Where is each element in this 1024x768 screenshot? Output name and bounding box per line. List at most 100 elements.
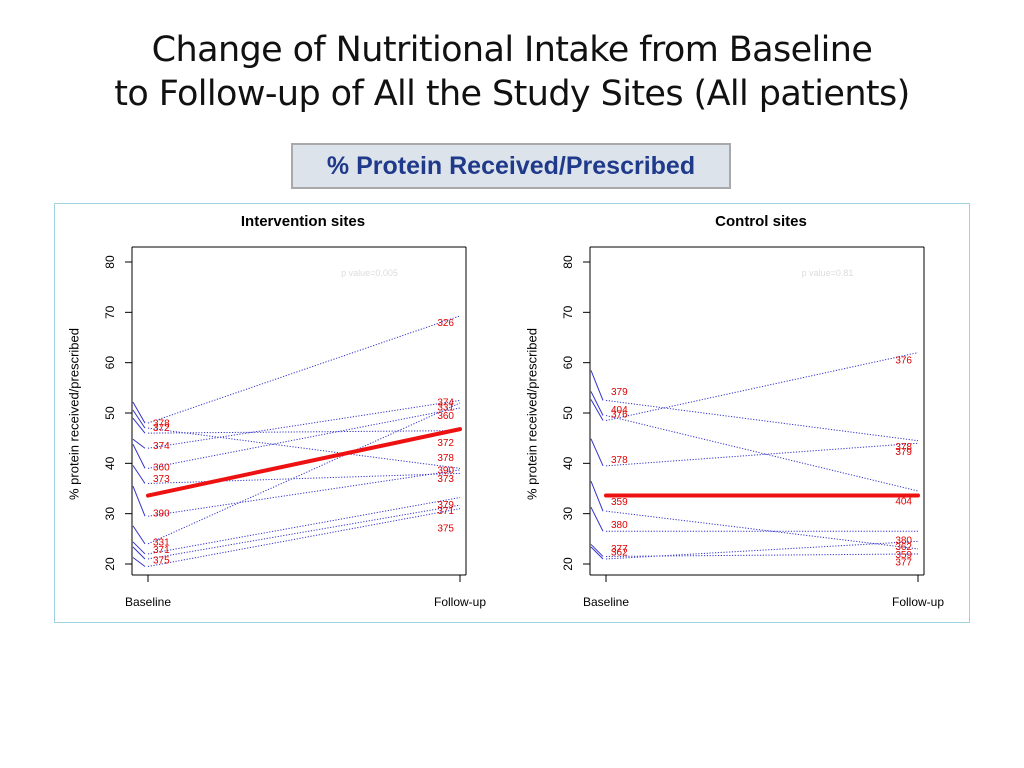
baseline-whisker bbox=[132, 409, 146, 429]
y-tick-label: 30 bbox=[561, 507, 575, 521]
y-tick-label: 80 bbox=[103, 255, 117, 269]
baseline-whisker bbox=[132, 485, 146, 517]
followup-patient-label: 377 bbox=[895, 558, 912, 569]
baseline-whisker bbox=[590, 544, 604, 557]
baseline-whisker bbox=[590, 399, 604, 421]
followup-patient-label: 372 bbox=[437, 438, 454, 449]
patient-line bbox=[147, 472, 461, 484]
followup-patient-label: 374 bbox=[437, 398, 454, 409]
followup-patient-label: 390 bbox=[437, 466, 454, 477]
figure-frame: Intervention sites 20 30 40 50 60 70 80 Baseline… bbox=[54, 203, 970, 623]
baseline-patient-label: 376 bbox=[611, 410, 628, 421]
slide-title-line-1: Change of Nutritional Intake from Baseli… bbox=[151, 30, 873, 70]
patient-line bbox=[147, 469, 461, 517]
patient-line bbox=[147, 430, 461, 434]
baseline-patient-label: 373 bbox=[153, 474, 170, 485]
baseline-patient-label: 378 bbox=[153, 419, 170, 430]
followup-patient-label: 362 bbox=[895, 542, 912, 553]
baseline-patient-label: 375 bbox=[153, 556, 170, 567]
baseline-patient-label: 371 bbox=[153, 545, 170, 556]
followup-patient-label: 379 bbox=[437, 500, 454, 511]
patient-line bbox=[605, 510, 919, 550]
baseline-patient-label: 404 bbox=[611, 405, 628, 416]
followup-patient-label: 326 bbox=[437, 318, 454, 329]
baseline-whisker bbox=[132, 417, 146, 434]
baseline-whisker bbox=[132, 541, 146, 555]
baseline-patient-label: 390 bbox=[153, 508, 170, 519]
baseline-whisker bbox=[590, 438, 604, 467]
patient-line bbox=[147, 402, 461, 545]
subtitle-box: % Protein Received/Prescribed bbox=[291, 143, 731, 189]
baseline-patient-label: 374 bbox=[153, 441, 170, 452]
y-tick-label: 80 bbox=[561, 255, 575, 269]
patient-line bbox=[605, 553, 919, 557]
baseline-patient-label: 359 bbox=[611, 497, 628, 508]
y-axis-title: % protein received/prescribed bbox=[524, 328, 539, 500]
chart-figure: Intervention sites 20 30 40 50 60 70 80 Baseline… bbox=[66, 213, 944, 609]
y-tick-label: 40 bbox=[103, 456, 117, 470]
baseline-whisker bbox=[590, 507, 604, 532]
baseline-whisker bbox=[132, 401, 146, 424]
y-tick-label: 60 bbox=[103, 356, 117, 370]
x-tick-label: Baseline bbox=[583, 595, 629, 609]
baseline-patient-label: 377 bbox=[611, 544, 628, 555]
patient-line bbox=[147, 315, 461, 424]
baseline-patient-label: 380 bbox=[611, 520, 628, 531]
patient-line bbox=[605, 352, 919, 422]
baseline-patient-label: 362 bbox=[611, 548, 628, 559]
baseline-whisker bbox=[590, 546, 604, 560]
patient-line bbox=[147, 508, 461, 568]
baseline-whisker bbox=[132, 444, 146, 469]
baseline-patient-label: 379 bbox=[611, 387, 628, 398]
baseline-whisker bbox=[590, 391, 604, 416]
chart-title: Intervention sites bbox=[241, 213, 365, 230]
baseline-patient-label: 360 bbox=[153, 463, 170, 474]
followup-patient-label: 404 bbox=[895, 497, 912, 508]
followup-patient-label: 378 bbox=[895, 442, 912, 453]
slide-title: Change of Nutritional Intake from Baseli… bbox=[0, 28, 1024, 116]
baseline-whisker bbox=[590, 370, 604, 401]
baseline-whisker bbox=[590, 480, 604, 512]
y-tick-label: 60 bbox=[561, 356, 575, 370]
y-tick-label: 30 bbox=[103, 507, 117, 521]
chart-title: Control sites bbox=[715, 213, 807, 230]
patient-line bbox=[147, 399, 461, 449]
x-tick-label: Follow-up bbox=[434, 595, 486, 609]
slide-title-line-2: to Follow-up of All the Study Sites (All… bbox=[114, 74, 910, 114]
patient-line bbox=[147, 427, 461, 469]
followup-patient-label: 375 bbox=[437, 523, 454, 534]
baseline-patient-label: 372 bbox=[153, 423, 170, 434]
mean-trend-line bbox=[146, 427, 462, 498]
y-tick-label: 20 bbox=[561, 557, 575, 571]
patient-line bbox=[605, 442, 919, 467]
patient-line bbox=[147, 504, 461, 560]
followup-patient-label: 376 bbox=[895, 355, 912, 366]
x-tick-label: Follow-up bbox=[892, 595, 944, 609]
baseline-whisker bbox=[132, 557, 146, 567]
chart-panel-1: Intervention sites 20 30 40 50 60 70 80 Baseline… bbox=[66, 213, 486, 609]
p-value-annotation: p value=0.81 bbox=[802, 268, 854, 278]
followup-patient-label: 331 bbox=[437, 403, 454, 414]
y-axis-title: % protein received/prescribed bbox=[66, 328, 81, 500]
patient-line bbox=[147, 497, 461, 555]
baseline-whisker bbox=[132, 465, 146, 484]
baseline-whisker bbox=[132, 438, 146, 449]
followup-patient-label: 380 bbox=[895, 535, 912, 546]
y-tick-label: 40 bbox=[561, 456, 575, 470]
y-tick-label: 70 bbox=[103, 305, 117, 319]
y-tick-label: 20 bbox=[103, 557, 117, 571]
p-value-annotation: p value=0.005 bbox=[341, 268, 398, 278]
followup-patient-label: 360 bbox=[437, 411, 454, 422]
baseline-patient-label: 331 bbox=[153, 538, 170, 549]
chart-panel-2: Control sites 20 30 40 50 60 70 80 Baseline Follo… bbox=[524, 213, 944, 609]
x-tick-label: Baseline bbox=[125, 595, 171, 609]
followup-patient-label: 379 bbox=[895, 447, 912, 458]
baseline-whisker bbox=[132, 546, 146, 560]
y-tick-label: 50 bbox=[103, 406, 117, 420]
followup-patient-label: 373 bbox=[437, 474, 454, 485]
followup-patient-label: 359 bbox=[895, 550, 912, 561]
patient-line bbox=[605, 415, 919, 492]
baseline-whisker bbox=[132, 525, 146, 545]
patient-line bbox=[605, 399, 919, 442]
followup-patient-label: 371 bbox=[437, 506, 454, 517]
